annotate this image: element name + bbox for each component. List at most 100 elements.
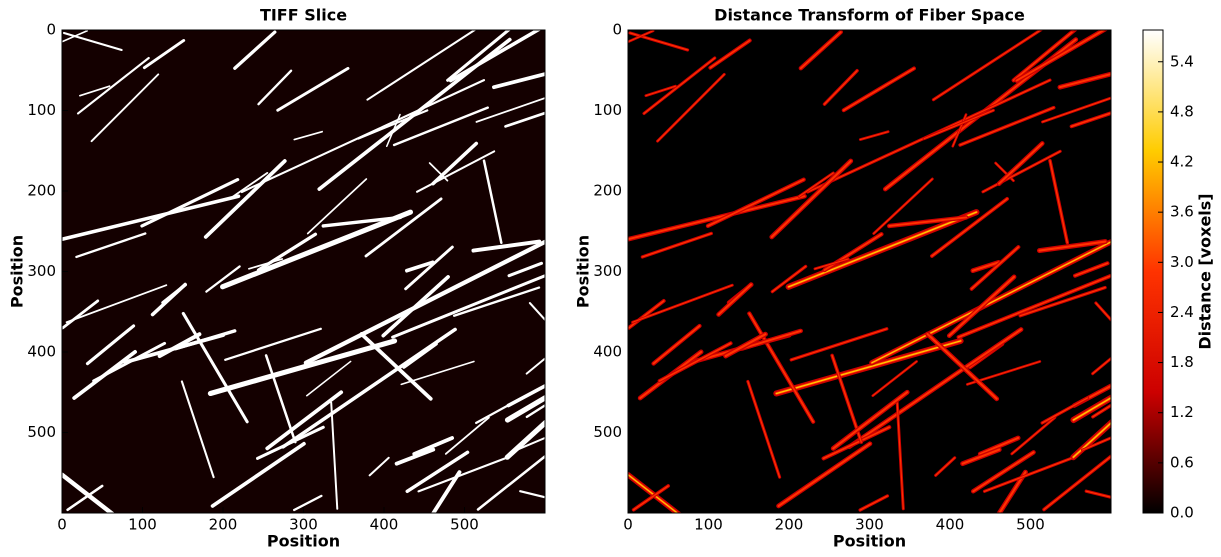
fiber-core [628,30,654,43]
image-content [62,30,545,513]
fiber [293,494,323,512]
fiber-core [948,275,1016,337]
fiber-core [998,471,1027,513]
fiber [207,338,398,397]
x-tick-label: 300 [855,516,884,534]
fiber-core [1015,30,1106,82]
fiber [65,284,168,324]
x-tick-label: 200 [209,516,238,534]
fiber [220,209,414,290]
fiber [76,56,150,115]
fiber-core [740,329,802,350]
fiber [504,419,545,460]
fiber-core [771,265,807,293]
fiber [492,72,545,90]
fiber [203,159,287,239]
x-tick-label: 500 [450,516,479,534]
fiber [415,150,496,193]
fiber-core [748,312,814,423]
fiber-core [859,131,889,140]
y-axis-label: Position [8,235,27,308]
fiber-core [931,198,1008,257]
fiber-core [632,284,733,323]
fiber [431,470,462,513]
fiber [525,403,545,419]
fiber [330,401,339,510]
fiber-core [790,328,888,361]
colorbar-tick-label: 3.6 [1170,203,1194,221]
fiber-core [1049,160,1068,244]
fiber-core [1092,357,1111,375]
y-tick-label: 0 [612,21,622,39]
y-tick-label: 500 [593,423,622,441]
colorbar [1142,29,1164,514]
fiber-core [832,391,909,450]
colorbar-tick-label: 3.0 [1170,253,1194,271]
fiber [79,85,111,97]
fiber [85,324,136,366]
y-tick-label: 500 [27,423,56,441]
x-tick-label: 500 [1016,516,1045,534]
fiber [142,39,186,70]
fiber [444,416,490,455]
fiber [321,215,402,228]
fiber-core [1043,455,1111,511]
fiber [306,178,368,235]
fiber-core [814,258,849,270]
colorbar-tick-label: 1.2 [1170,403,1194,421]
colorbar-tick-label: 1.8 [1170,353,1194,371]
fiber-core [972,451,1035,493]
fiber [90,73,160,143]
fiber-peak [1072,422,1111,458]
fiber [75,232,147,259]
fiber [281,327,457,449]
fiber [482,159,503,244]
fiber-core [932,30,1042,101]
fiber-core [1074,262,1109,277]
fiber [210,441,306,508]
fiber-core [952,114,967,147]
fiber [265,390,344,451]
fiber-core [961,448,1001,465]
x-tick-label: 400 [370,516,399,534]
fiber-core [872,361,918,397]
fiber-glow [1071,30,1077,32]
fiber [385,113,401,148]
fiber-core [959,106,1055,146]
fiber-core [873,178,933,235]
fiber-core [1085,490,1111,498]
fiber [507,261,544,278]
fiber-core [1081,437,1111,451]
fiber-core [1012,30,1076,82]
y-tick-label: 200 [593,182,622,200]
fiber-core [628,195,806,241]
fiber [180,380,215,479]
fiber-core [645,85,676,97]
x-tick-label: 300 [289,516,318,534]
panel-title: Distance Transform of Fiber Space [714,6,1025,25]
fiber-core [842,67,915,112]
fiber [476,454,545,511]
fiber-core [923,109,994,140]
fiber-core [848,328,1023,448]
fiber [504,111,545,128]
x-tick-label: 0 [57,516,67,534]
fiber [62,31,123,52]
colorbar-tick-label: 2.4 [1170,303,1194,321]
fiber [62,194,241,242]
fiber-core [643,57,716,115]
fiber [405,450,470,494]
y-tick-label: 100 [27,101,56,119]
fiber-core [1092,404,1111,418]
fiber [515,436,545,452]
fiber [405,260,435,273]
fiber-core [747,380,781,478]
fiber [62,299,100,330]
fiber-core [982,150,1061,193]
fiber-peak [871,241,1111,364]
fiber-core [979,436,1020,456]
fiber-core [1070,112,1111,128]
fiber [452,286,541,317]
fiber-core [657,73,725,142]
fiber-core [1041,397,1089,424]
